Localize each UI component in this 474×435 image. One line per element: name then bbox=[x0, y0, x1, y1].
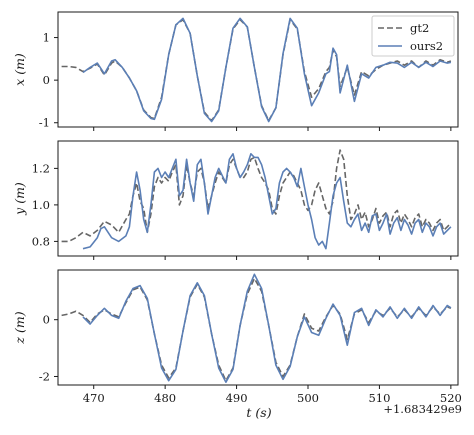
y-axis-label: y (m) bbox=[12, 182, 27, 216]
panel-x: -1 0 1 x (m) bbox=[12, 11, 459, 131]
x-axis-offset-label: +1.683429e9 bbox=[383, 402, 462, 416]
y-tick-label: 0 bbox=[43, 313, 50, 327]
series-line-ours2 bbox=[82, 17, 452, 123]
x-tick-label: 510 bbox=[368, 391, 390, 405]
panel-y: 0.8 1.0 1.2 y (m) bbox=[12, 140, 459, 260]
panel-z: -2 0 z (m) 470 480 490 500 510 520 bbox=[12, 269, 462, 405]
y-tick-label: 1.2 bbox=[32, 161, 50, 175]
legend: gt2 ours2 bbox=[371, 15, 455, 57]
legend-label-gt2: gt2 bbox=[410, 21, 429, 35]
x-tick-label: 500 bbox=[297, 391, 319, 405]
x-tick-label: 470 bbox=[83, 391, 105, 405]
series-line-gt2 bbox=[61, 277, 452, 382]
axes-frame bbox=[57, 11, 459, 128]
series-line-ours2 bbox=[82, 153, 452, 250]
y-tick-label: 1 bbox=[43, 31, 50, 45]
x-tick-label: 480 bbox=[154, 391, 176, 405]
legend-label-ours2: ours2 bbox=[410, 39, 443, 53]
series-line-gt2 bbox=[61, 149, 452, 243]
axes-frame bbox=[57, 140, 459, 257]
x-tick-label: 520 bbox=[440, 391, 462, 405]
x-tick-label: 490 bbox=[226, 391, 248, 405]
series-group bbox=[61, 273, 452, 383]
axes-frame bbox=[57, 269, 459, 386]
series-group bbox=[61, 149, 452, 250]
series-group bbox=[61, 17, 452, 123]
y-tick-label: -2 bbox=[39, 369, 50, 383]
y-tick-label: -1 bbox=[39, 116, 50, 130]
y-axis-label: x (m) bbox=[12, 53, 27, 86]
y-axis-label: z (m) bbox=[12, 311, 27, 344]
y-tick-label: 0 bbox=[43, 73, 50, 87]
y-tick-label: 0.8 bbox=[32, 234, 50, 248]
series-line-ours2 bbox=[82, 273, 452, 383]
x-axis-label: t (s) bbox=[246, 405, 271, 420]
y-tick-label: 1.0 bbox=[32, 198, 50, 212]
